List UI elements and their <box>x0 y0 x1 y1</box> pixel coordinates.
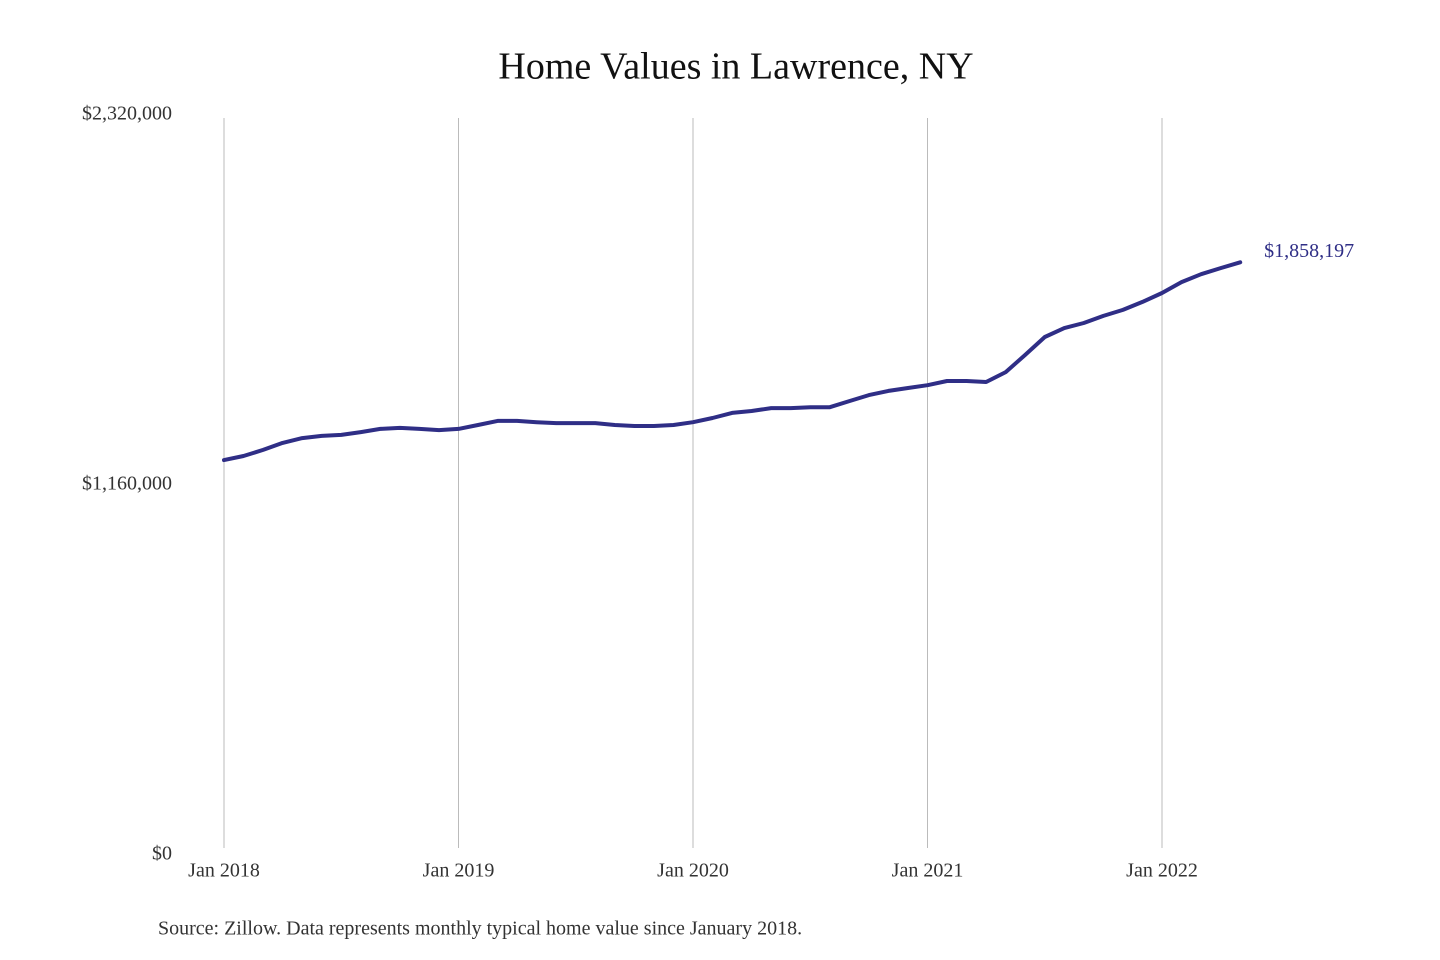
end-value-label: $1,858,197 <box>1264 240 1354 262</box>
x-tick-label: Jan 2019 <box>423 860 495 882</box>
y-tick-label: $1,160,000 <box>82 473 172 495</box>
chart-title: Home Values in Lawrence, NY <box>498 46 973 88</box>
x-tick-label: Jan 2021 <box>892 860 964 882</box>
x-tick-label: Jan 2022 <box>1126 860 1198 882</box>
series-line <box>222 260 1243 463</box>
x-tick-label: Jan 2018 <box>188 860 260 882</box>
source-note: Source: Zillow. Data represents monthly … <box>158 918 802 940</box>
y-tick-label: $0 <box>152 843 172 865</box>
x-tick-label: Jan 2020 <box>657 860 729 882</box>
y-tick-label: $2,320,000 <box>82 103 172 125</box>
